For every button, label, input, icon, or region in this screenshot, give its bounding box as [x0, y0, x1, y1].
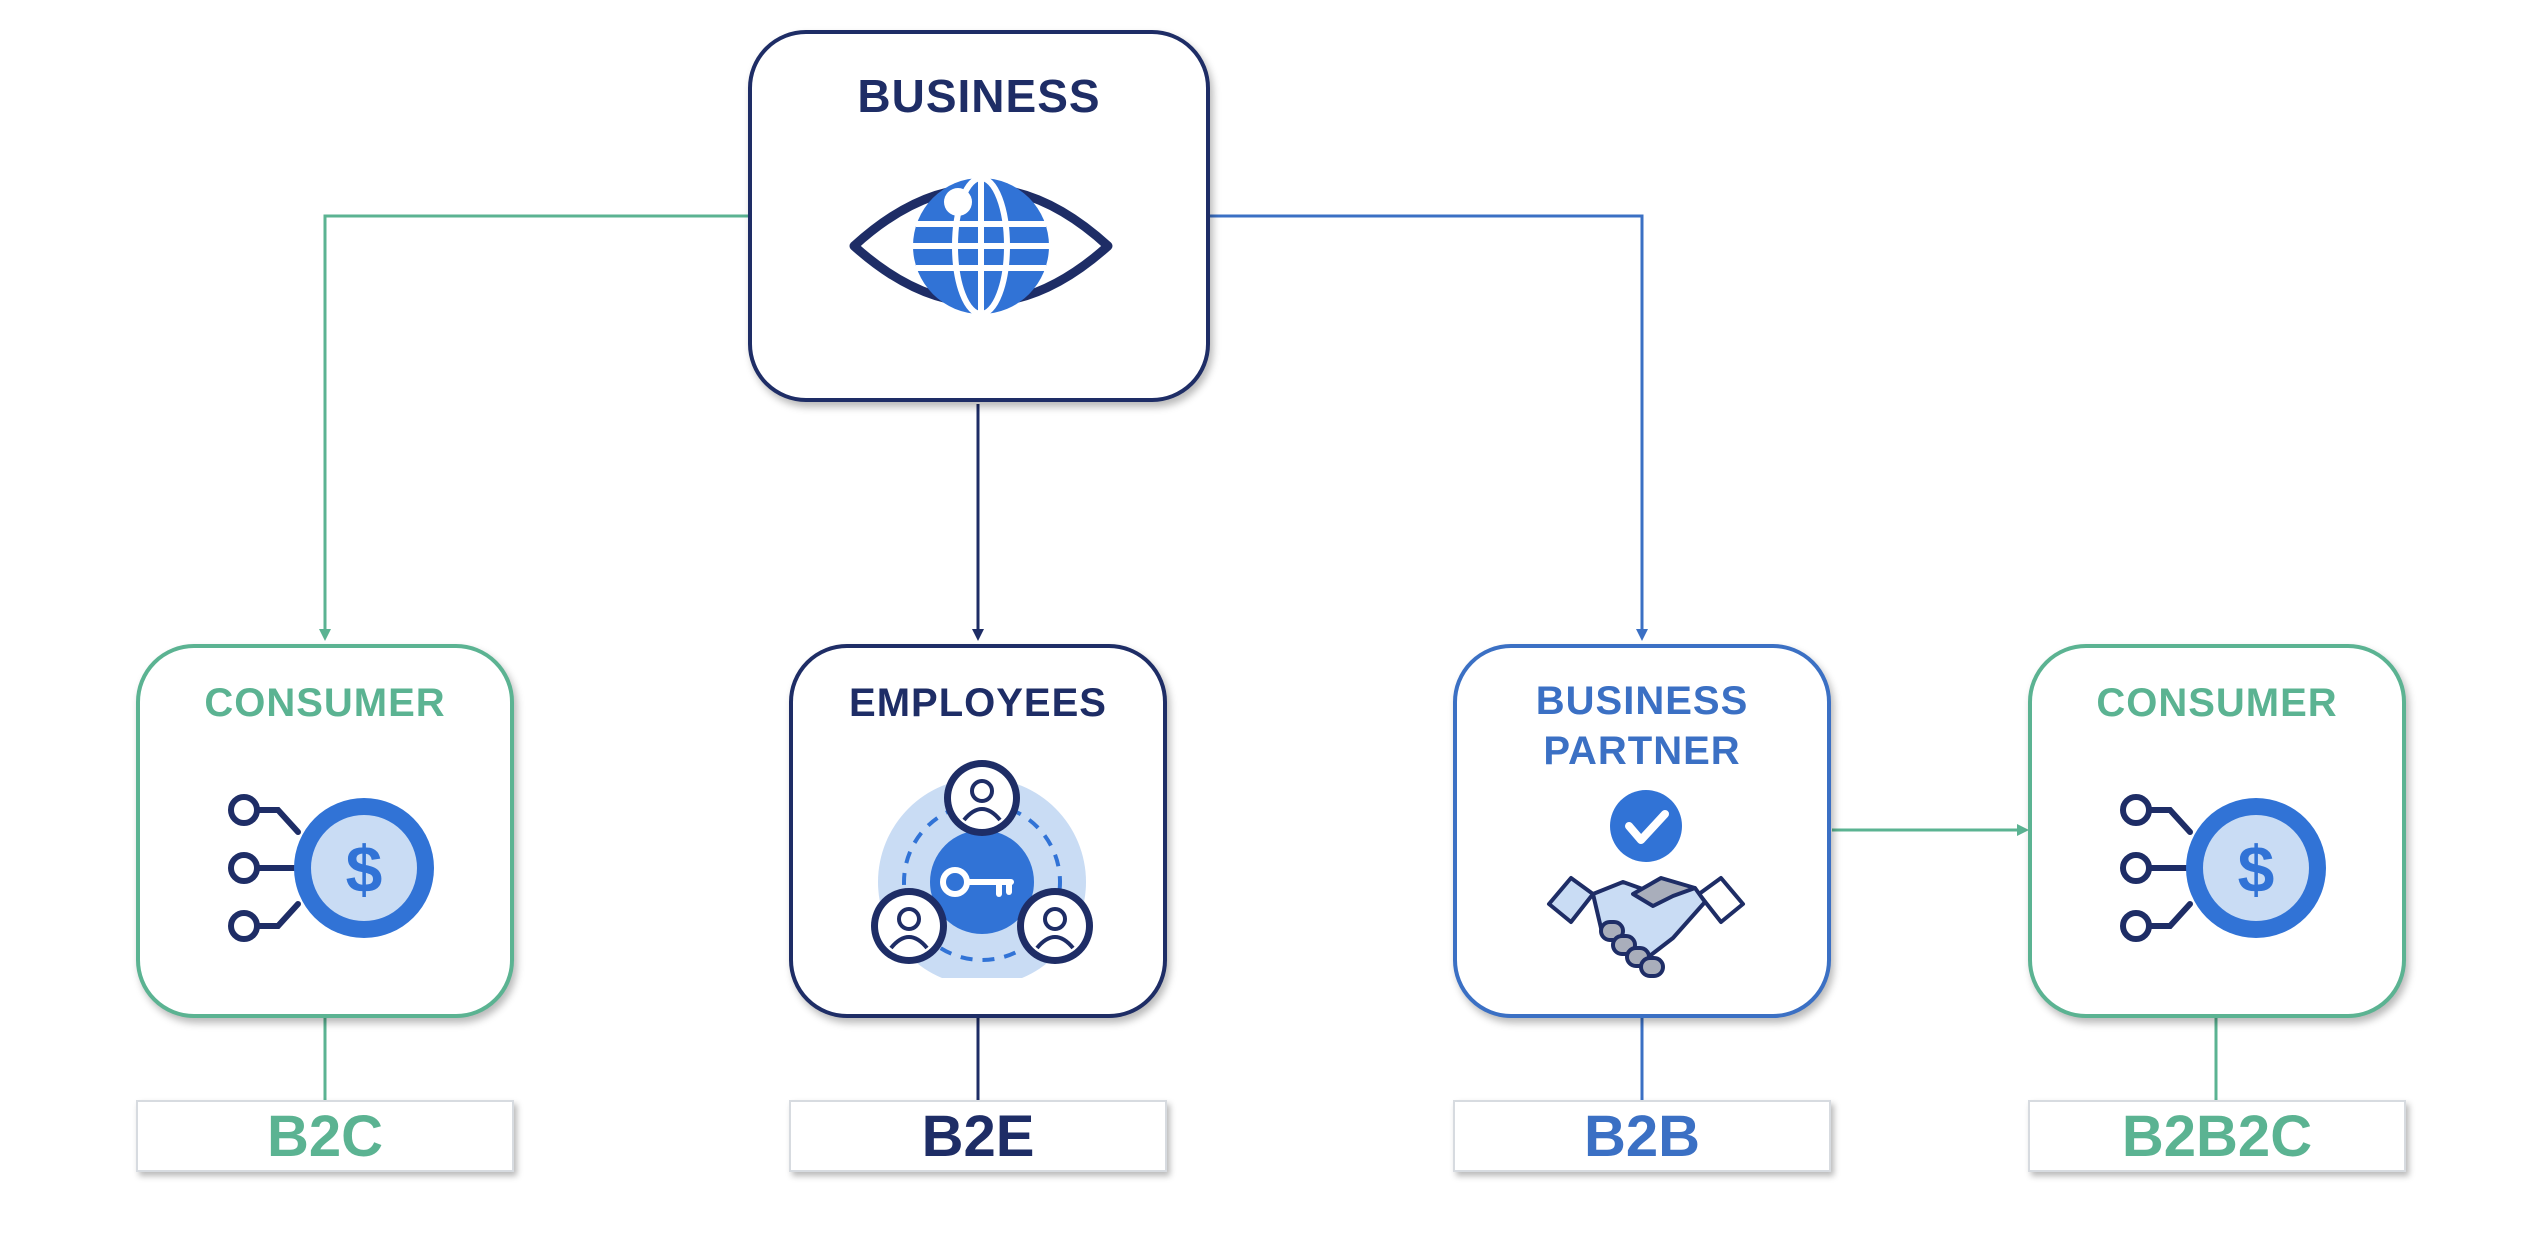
tag-b2b2c: B2B2C — [2028, 1100, 2406, 1172]
connector-business-consumer — [319, 214, 748, 641]
business-partner-title: BUSINESS PARTNER — [1535, 679, 1749, 773]
consumer-node-b2b2c: CONSUMER $ — [2028, 644, 2406, 1018]
employees-node: EMPLOYEES — [789, 644, 1167, 1018]
consumer-title-b2b2c: CONSUMER — [2096, 681, 2338, 725]
svg-text:$: $ — [346, 832, 383, 906]
tag-b2e: B2E — [789, 1100, 1167, 1172]
business-title: BUSINESS — [857, 70, 1101, 122]
handshake-check-icon — [1541, 788, 1751, 988]
consumer-node: CONSUMER $ — [136, 644, 514, 1018]
connected-dollar-coin-icon: $ — [2112, 782, 2332, 952]
tag-b2b: B2B — [1453, 1100, 1831, 1172]
business-node: BUSINESS — [748, 30, 1210, 402]
employees-title: EMPLOYEES — [849, 681, 1107, 725]
globe-eye-icon — [846, 150, 1116, 340]
connector-business-partner — [1210, 214, 1648, 641]
svg-text:$: $ — [2238, 832, 2275, 906]
consumer-title: CONSUMER — [204, 681, 446, 725]
business-partner-node: BUSINESS PARTNER — [1453, 644, 1831, 1018]
connected-dollar-coin-icon: $ — [220, 782, 440, 952]
people-key-icon — [867, 758, 1097, 986]
tag-b2c: B2C — [136, 1100, 514, 1172]
